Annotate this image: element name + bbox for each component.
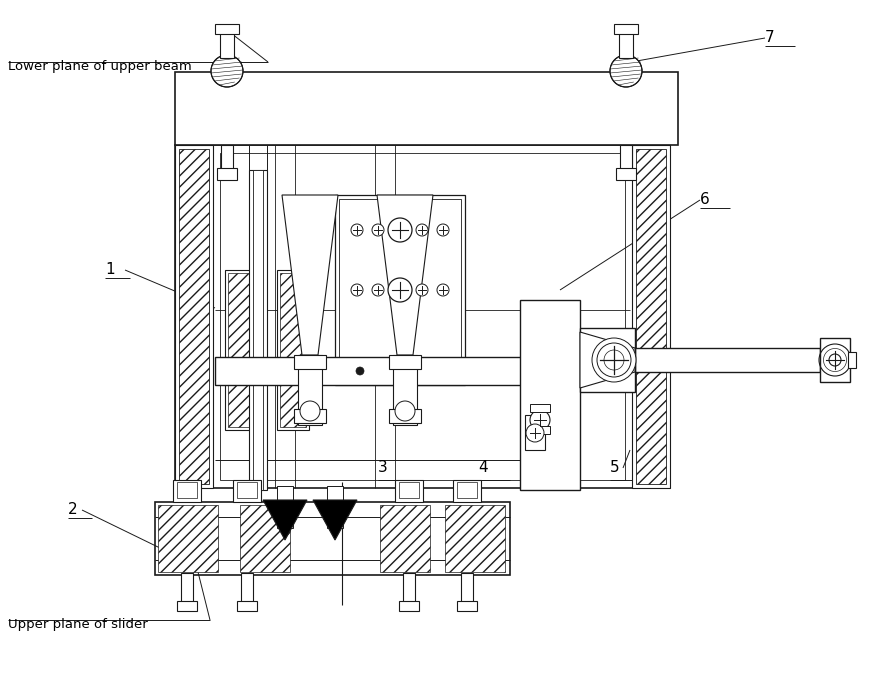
- Bar: [220, 30, 234, 58]
- Bar: [393, 355, 417, 425]
- Bar: [253, 170, 263, 490]
- Bar: [403, 573, 415, 603]
- Bar: [175, 145, 213, 488]
- Polygon shape: [377, 195, 433, 355]
- Bar: [399, 601, 419, 611]
- Text: Lower plane of upper beam: Lower plane of upper beam: [8, 60, 192, 73]
- Text: 3: 3: [378, 460, 388, 475]
- Circle shape: [388, 278, 412, 302]
- Bar: [636, 149, 666, 484]
- Bar: [616, 168, 636, 180]
- Text: 6: 6: [700, 192, 710, 207]
- Bar: [380, 505, 430, 572]
- Bar: [240, 505, 290, 572]
- Bar: [241, 573, 253, 603]
- Circle shape: [300, 401, 320, 421]
- Circle shape: [351, 284, 363, 296]
- Bar: [530, 404, 550, 412]
- Bar: [389, 409, 421, 423]
- Circle shape: [388, 218, 412, 242]
- Bar: [179, 149, 209, 484]
- Bar: [461, 573, 473, 603]
- Bar: [225, 270, 257, 430]
- Text: 1: 1: [105, 263, 114, 277]
- Circle shape: [211, 55, 243, 87]
- Bar: [632, 145, 670, 488]
- Bar: [215, 24, 239, 34]
- Bar: [228, 273, 254, 427]
- Bar: [249, 170, 267, 490]
- Circle shape: [437, 224, 449, 236]
- Bar: [525, 415, 545, 450]
- Circle shape: [416, 284, 428, 296]
- Bar: [399, 482, 419, 498]
- Circle shape: [597, 343, 631, 377]
- Circle shape: [351, 224, 363, 236]
- Bar: [445, 505, 505, 572]
- Bar: [294, 409, 326, 423]
- Bar: [280, 273, 306, 427]
- Bar: [614, 24, 638, 34]
- Polygon shape: [313, 500, 357, 540]
- Bar: [294, 355, 326, 369]
- Bar: [335, 195, 465, 385]
- Bar: [277, 486, 293, 528]
- Circle shape: [372, 284, 384, 296]
- Text: 7: 7: [765, 30, 774, 45]
- Bar: [175, 72, 678, 145]
- Circle shape: [416, 224, 428, 236]
- Bar: [395, 480, 423, 502]
- Polygon shape: [580, 332, 635, 388]
- Text: 4: 4: [478, 460, 487, 475]
- Bar: [277, 270, 309, 430]
- Bar: [220, 153, 625, 480]
- Circle shape: [526, 424, 544, 442]
- Circle shape: [437, 284, 449, 296]
- Bar: [457, 482, 477, 498]
- Bar: [530, 426, 550, 434]
- Bar: [177, 482, 197, 498]
- Bar: [619, 30, 633, 58]
- Bar: [158, 505, 218, 572]
- Bar: [177, 601, 197, 611]
- Bar: [237, 601, 257, 611]
- Polygon shape: [282, 195, 338, 355]
- Text: 5: 5: [610, 460, 620, 475]
- Bar: [237, 482, 257, 498]
- Bar: [820, 338, 850, 382]
- Polygon shape: [263, 500, 307, 540]
- Circle shape: [372, 224, 384, 236]
- Bar: [457, 601, 477, 611]
- Bar: [848, 352, 856, 368]
- Bar: [620, 145, 632, 170]
- Bar: [339, 199, 461, 381]
- Bar: [221, 145, 233, 170]
- Bar: [173, 480, 201, 502]
- Bar: [175, 145, 670, 488]
- Circle shape: [356, 367, 364, 375]
- Bar: [580, 328, 635, 392]
- Bar: [217, 168, 237, 180]
- Text: 2: 2: [68, 502, 78, 518]
- Bar: [453, 480, 481, 502]
- Circle shape: [530, 410, 550, 430]
- Bar: [181, 573, 193, 603]
- Bar: [520, 300, 580, 490]
- Bar: [233, 480, 261, 502]
- Circle shape: [604, 350, 624, 370]
- Bar: [389, 355, 421, 369]
- Bar: [215, 357, 630, 385]
- Circle shape: [610, 55, 642, 87]
- Text: Upper plane of slider: Upper plane of slider: [8, 618, 147, 631]
- Bar: [327, 486, 343, 528]
- Bar: [298, 355, 322, 425]
- Circle shape: [592, 338, 636, 382]
- Bar: [155, 502, 510, 575]
- Circle shape: [395, 401, 415, 421]
- Bar: [635, 348, 820, 372]
